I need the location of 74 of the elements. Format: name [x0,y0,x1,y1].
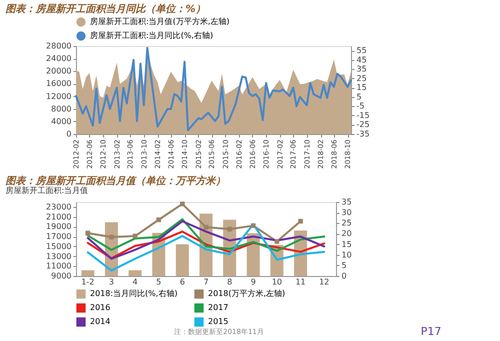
point [250,223,256,228]
y-tick-label: 23000 [46,202,72,212]
x-tick-label: 11 [295,278,306,286]
y2-tick-label: 25 [342,218,352,228]
legend-label: 2015 [208,317,228,326]
chart-title: 图表：房屋新开工面积当月值（单位：万平方米） [6,175,226,187]
y-tick-label: 11000 [46,262,72,271]
y-tick-label: 15000 [46,242,72,251]
y-tick-label: 16000 [46,79,72,88]
bar [81,270,94,276]
y2-tick-label: -15 [356,110,370,120]
x-tick-label: 5 [156,278,162,286]
bar [176,244,189,276]
bar [128,270,142,276]
text: P17 [420,325,442,338]
y2-tick-label: 30 [342,208,352,218]
y2-tick-label: 15 [342,240,352,249]
y2-tick-label: 15 [356,83,367,92]
y2-tick-label: 35 [356,64,367,74]
legend-label: 房屋新开工面积:当月值(万平方米,左轴) [90,17,230,26]
line-series [86,223,326,272]
x-tick-label: 6 [180,278,185,286]
y-tick-label: 8000 [51,104,72,114]
y2-tick-label: 0 [342,272,347,280]
y-tick-label: 19000 [46,222,72,232]
chart-title: 图表：房屋新开工面积当月同比（单位：%） [6,3,206,15]
y2-tick-label: -25 [356,120,370,130]
point [298,218,303,224]
point [274,239,280,244]
x-tick-label: 7 [203,278,209,286]
y2-tick-label: 20 [342,229,352,238]
y2-tick-label: 55 [356,46,367,56]
legend-label: 2016 [90,303,110,312]
y-tick-label: 21000 [46,212,72,222]
x-tick-label: 1-2 [81,278,94,286]
point [85,230,90,236]
x-tick-label: 9 [250,278,256,286]
line-series [86,218,326,252]
y-tick-label: 13000 [46,252,72,261]
x-tick-label: 8 [227,278,232,286]
y2-tick-label: 45 [356,55,367,64]
y2-tick-label: 10 [342,250,352,260]
legend-label: 房屋新开工面积:当月同比(%,右轴) [90,31,214,40]
legend-label: 2018(万平方米,左轴) [208,289,286,298]
chart-subtitle: 房屋新开工面积:当月值 [6,186,88,195]
line-series [86,230,326,260]
y-tick-label: 9000 [51,272,72,280]
y2-tick-label: 35 [342,198,352,206]
x-tick-label: 12 [319,278,330,286]
y2-tick-label: 25 [356,74,367,83]
y-tick-label: 24000 [46,54,72,64]
x-tick-label: 10 [272,278,282,286]
point [156,217,162,222]
y-tick-label: 20000 [46,66,72,76]
legend-label: 2017 [208,303,228,312]
y2-tick-label: -35 [356,130,370,138]
y-tick-label: 0 [66,130,72,138]
x-tick-label: 4 [132,278,138,286]
point [227,226,232,232]
y2-tick-label: -5 [356,102,364,111]
point [109,234,114,240]
y-tick-label: 17000 [46,232,72,242]
point [204,224,208,230]
y2-tick-label: 5 [356,92,362,102]
point [180,202,185,206]
y-tick-label: 4000 [51,116,72,126]
y-tick-label: 12000 [46,92,72,101]
point [132,234,138,238]
legend-label: 2014 [90,317,110,326]
line-series [86,220,326,260]
y-tick-label: 28000 [46,42,72,50]
y2-tick-label: 5 [342,260,347,270]
x-tick-label: 3 [108,278,114,286]
legend-label: 2018:当月同比(%,右轴) [90,289,178,298]
